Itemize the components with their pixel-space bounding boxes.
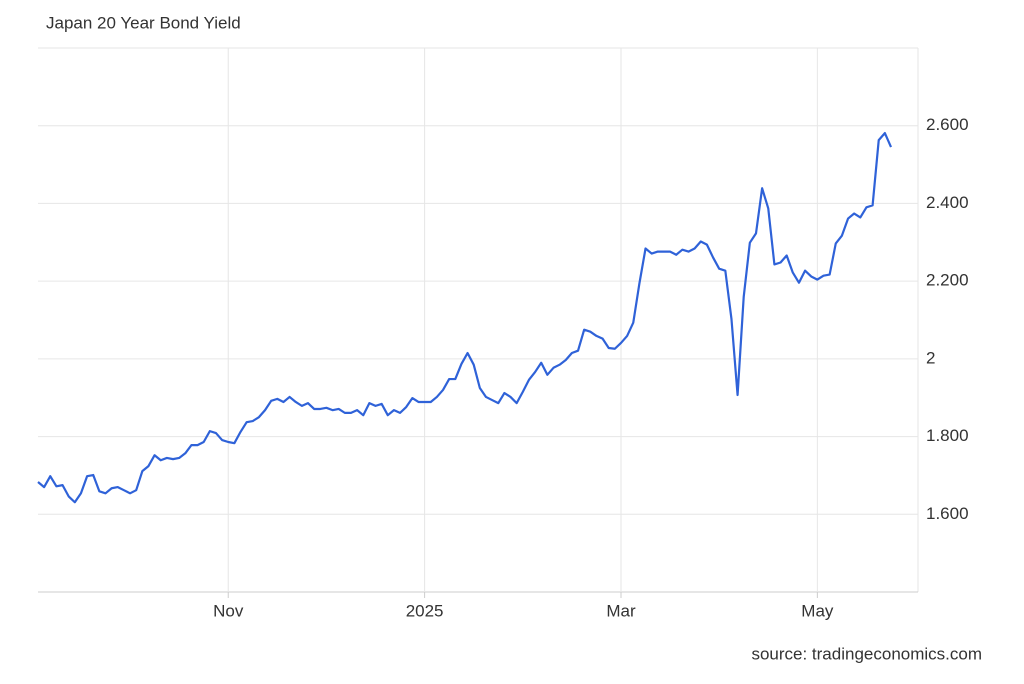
y-tick-label: 2.400 xyxy=(926,193,969,212)
data-line xyxy=(37,132,893,504)
source-label: source: tradingeconomics.com xyxy=(751,644,982,663)
y-tick-label: 2 xyxy=(926,348,935,367)
x-tick-label: Mar xyxy=(606,601,636,620)
x-tick-label: May xyxy=(801,601,834,620)
chart-title: Japan 20 Year Bond Yield xyxy=(46,13,241,32)
y-tick-label: 2.600 xyxy=(926,115,969,134)
y-tick-label: 2.200 xyxy=(926,271,969,290)
y-tick-label: 1.800 xyxy=(926,426,969,445)
y-tick-label: 1.600 xyxy=(926,504,969,523)
x-tick-label: Nov xyxy=(213,601,244,620)
x-tick-label: 2025 xyxy=(406,601,444,620)
